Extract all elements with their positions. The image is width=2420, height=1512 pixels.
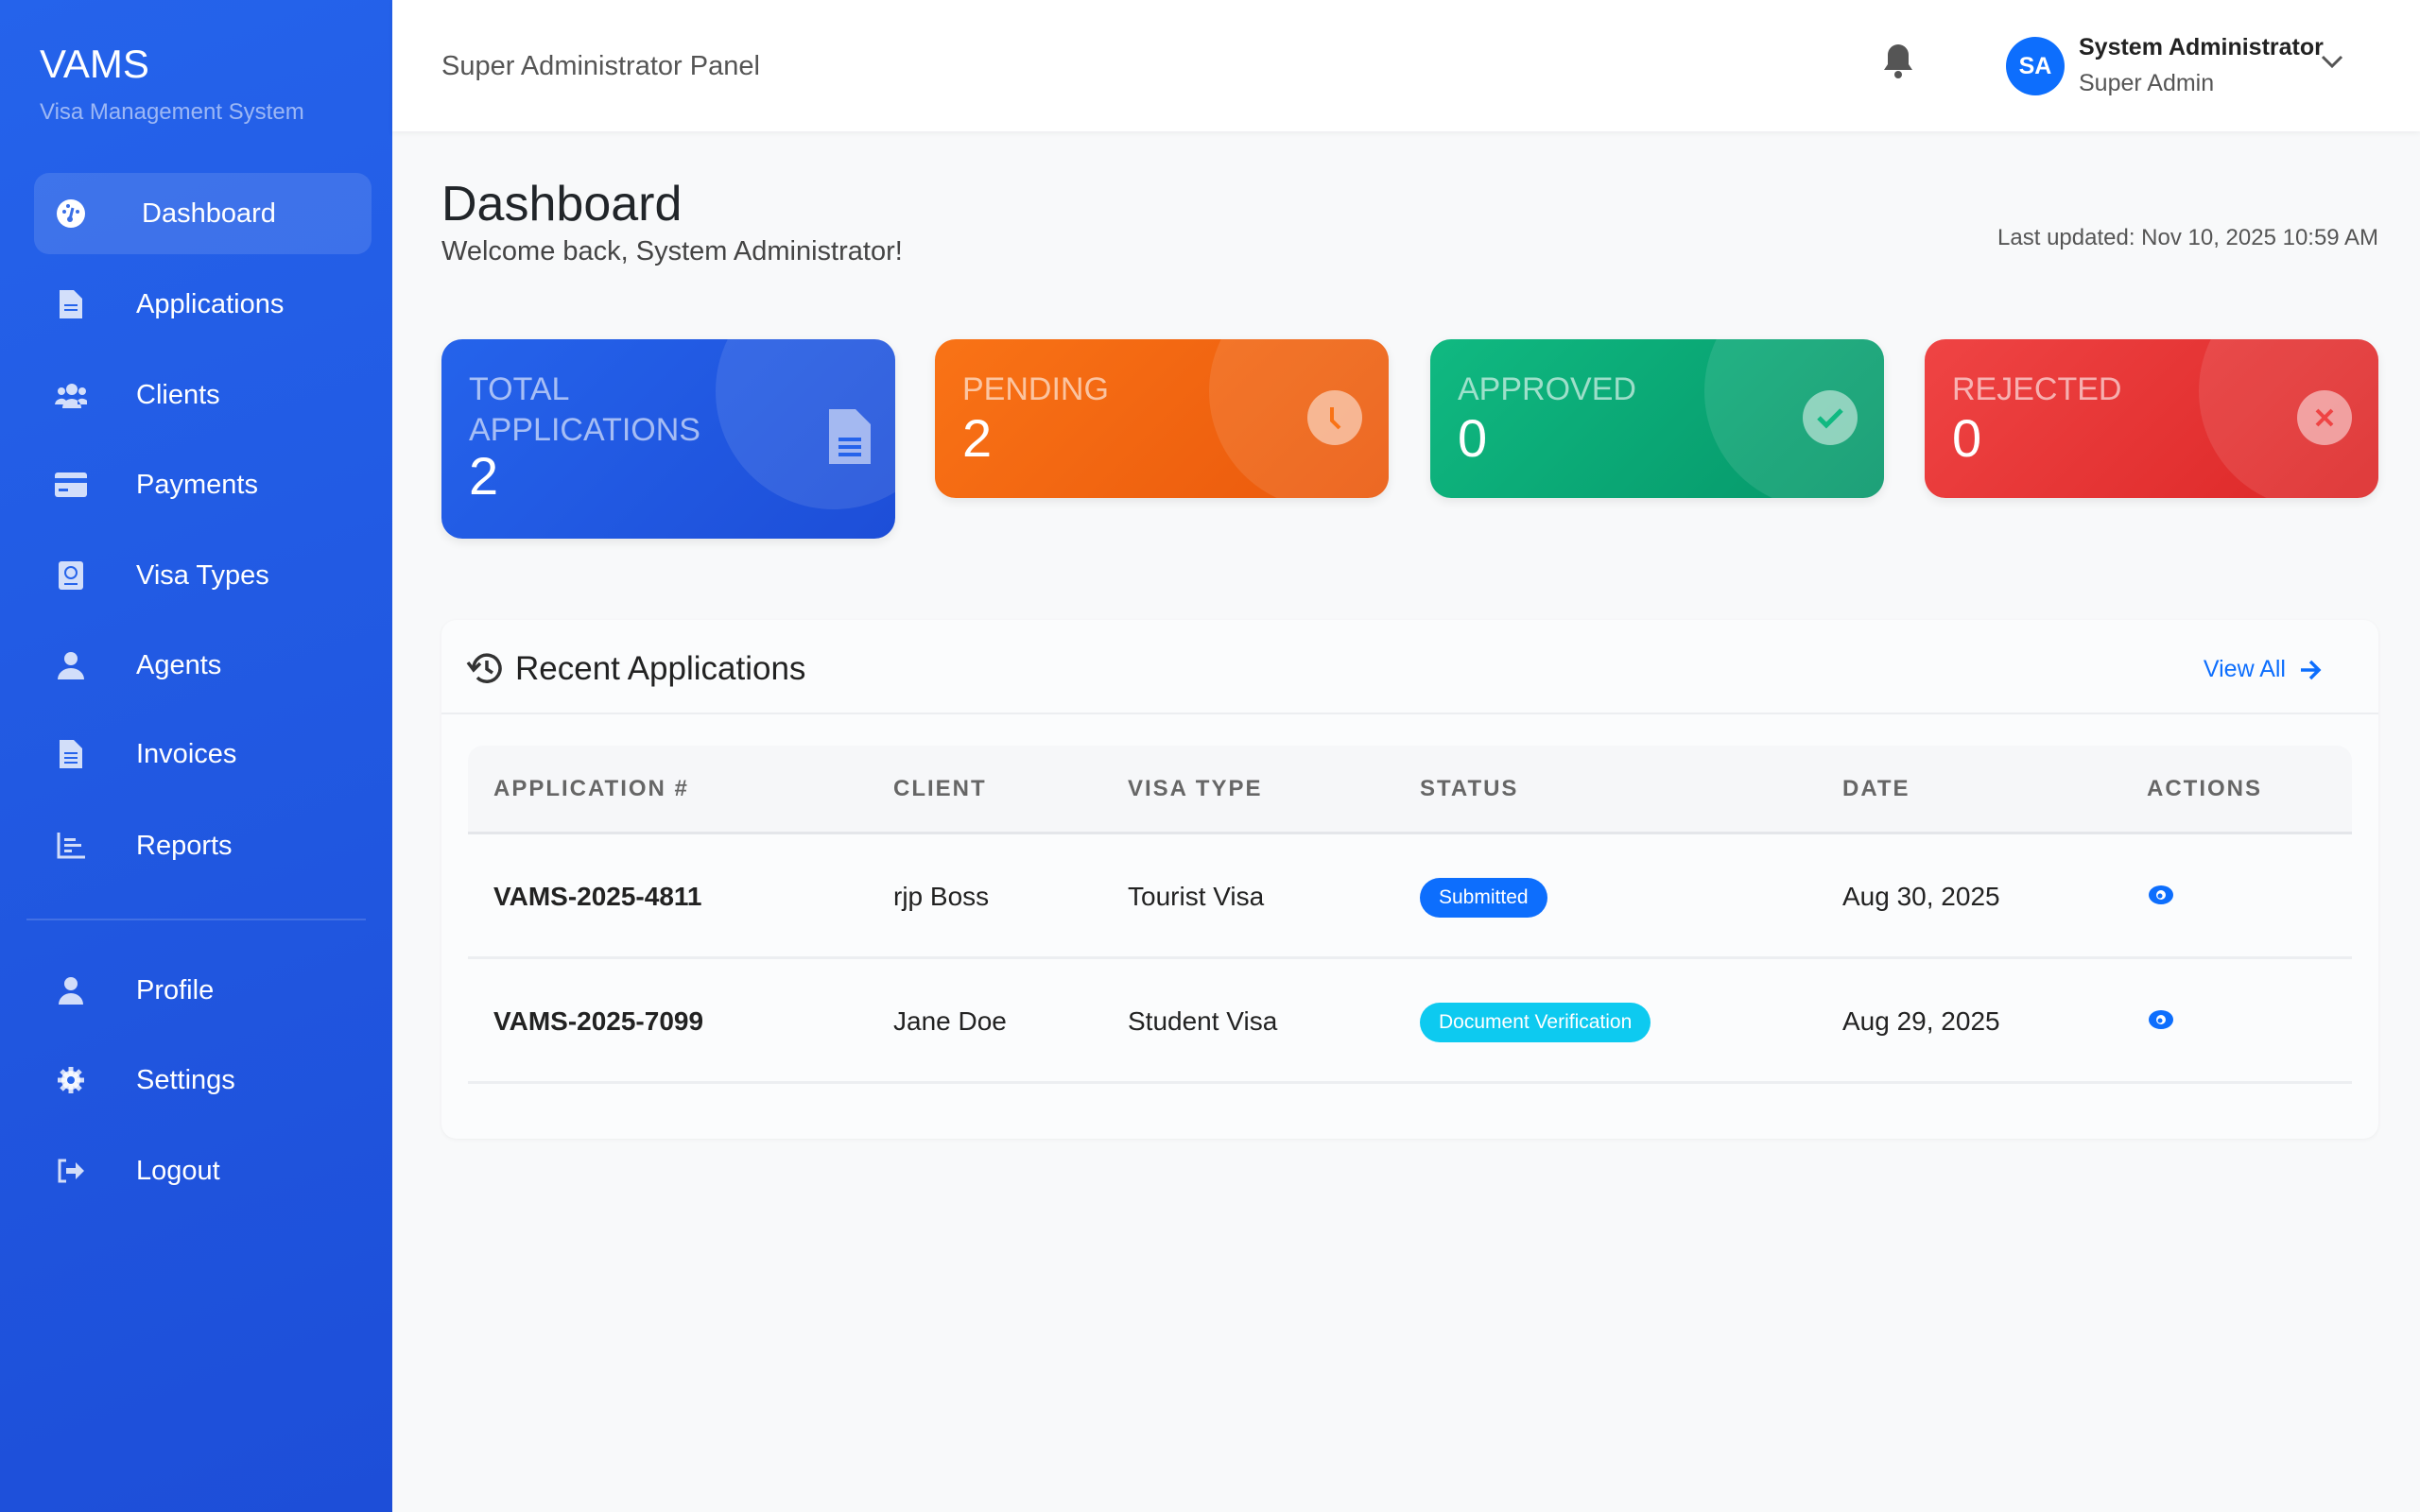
application-number[interactable]: VAMS-2025-4811 bbox=[493, 882, 702, 911]
stat-card-rejected[interactable]: REJECTED 0 bbox=[1925, 339, 2378, 498]
application-date: Aug 30, 2025 bbox=[1842, 882, 2000, 911]
page-title: Dashboard bbox=[441, 177, 683, 232]
sidebar-item-label: Agents bbox=[136, 649, 222, 680]
user-role: Super Admin bbox=[2079, 70, 2215, 96]
brand-subtitle: Visa Management System bbox=[40, 99, 304, 125]
chevron-down-icon[interactable] bbox=[2321, 55, 2343, 75]
sidebar-item-agents[interactable]: Agents bbox=[34, 625, 372, 706]
check-icon bbox=[1803, 390, 1858, 445]
application-date: Aug 29, 2025 bbox=[1842, 1006, 2000, 1036]
users-icon bbox=[55, 379, 87, 411]
welcome-message: Welcome back, System Administrator! bbox=[441, 236, 903, 266]
stat-label: APPROVED bbox=[1458, 371, 1636, 407]
sidebar-item-applications[interactable]: Applications bbox=[34, 264, 372, 345]
visa-type: Tourist Visa bbox=[1128, 882, 1265, 911]
sidebar-item-label: Clients bbox=[136, 379, 220, 410]
eye-icon[interactable] bbox=[2147, 884, 2175, 911]
gear-icon bbox=[55, 1064, 87, 1096]
sidebar-item-label: Logout bbox=[136, 1155, 220, 1186]
credit-card-icon bbox=[55, 469, 87, 501]
stat-card-approved[interactable]: APPROVED 0 bbox=[1430, 339, 1884, 498]
sidebar-item-clients[interactable]: Clients bbox=[34, 354, 372, 436]
sidebar-item-profile[interactable]: Profile bbox=[34, 950, 372, 1031]
sidebar-item-label: Reports bbox=[136, 830, 233, 861]
stat-label: PENDING bbox=[962, 371, 1109, 407]
chart-icon bbox=[55, 830, 87, 862]
avatar[interactable]: SA bbox=[2006, 37, 2065, 95]
stat-label: REJECTED bbox=[1952, 371, 2122, 407]
client-name: rjp Boss bbox=[893, 882, 990, 911]
sidebar-item-label: Invoices bbox=[136, 738, 237, 769]
client-name: Jane Doe bbox=[893, 1006, 1007, 1036]
sidebar-item-dashboard[interactable]: Dashboard bbox=[34, 173, 372, 254]
arrow-right-icon bbox=[2301, 660, 2322, 679]
table-row[interactable]: VAMS-2025-4811 rjp Boss Tourist Visa Sub… bbox=[468, 834, 2352, 959]
column-header: STATUS bbox=[1420, 776, 1519, 801]
eye-icon[interactable] bbox=[2147, 1008, 2175, 1036]
sidebar-item-label: Profile bbox=[136, 974, 215, 1005]
file-icon bbox=[55, 288, 87, 320]
column-header: APPLICATION # bbox=[493, 776, 689, 801]
view-all-label: View All bbox=[2203, 656, 2286, 682]
sidebar-item-label: Dashboard bbox=[142, 198, 276, 229]
table-header: APPLICATION # CLIENT VISA TYPE STATUS DA… bbox=[468, 746, 2352, 834]
stat-card-total[interactable]: TOTAL APPLICATIONS 2 bbox=[441, 339, 895, 539]
sidebar-item-payments[interactable]: Payments bbox=[34, 444, 372, 525]
stat-label: TOTAL APPLICATIONS bbox=[469, 371, 700, 448]
sidebar-item-label: Applications bbox=[136, 288, 285, 319]
sidebar: VAMS Visa Management System Dashboard Ap… bbox=[0, 0, 392, 1512]
top-header: Super Administrator Panel SA System Admi… bbox=[392, 0, 2420, 131]
applications-table: APPLICATION # CLIENT VISA TYPE STATUS DA… bbox=[468, 746, 2352, 1084]
stat-value: 0 bbox=[1952, 408, 1982, 468]
stat-value: 0 bbox=[1458, 408, 1488, 468]
stat-value: 2 bbox=[962, 408, 993, 468]
column-header: DATE bbox=[1842, 776, 1910, 801]
section-title: Recent Applications bbox=[515, 650, 806, 687]
recent-applications-card: Recent Applications View All APPLICATION… bbox=[441, 620, 2378, 1139]
invoice-icon bbox=[55, 738, 87, 770]
sidebar-item-logout[interactable]: Logout bbox=[34, 1130, 372, 1211]
file-icon bbox=[829, 409, 871, 469]
column-header: ACTIONS bbox=[2147, 776, 2262, 801]
sidebar-item-label: Visa Types bbox=[136, 559, 269, 591]
user-icon bbox=[55, 974, 87, 1006]
status-badge: Submitted bbox=[1420, 878, 1547, 918]
application-number[interactable]: VAMS-2025-7099 bbox=[493, 1006, 704, 1036]
dashboard-icon bbox=[55, 198, 87, 230]
agent-icon bbox=[55, 649, 87, 681]
sidebar-item-invoices[interactable]: Invoices bbox=[34, 713, 372, 795]
x-icon bbox=[2297, 390, 2352, 445]
sidebar-item-label: Payments bbox=[136, 469, 258, 500]
logout-icon bbox=[55, 1155, 87, 1187]
stat-value: 2 bbox=[469, 446, 499, 506]
column-header: VISA TYPE bbox=[1128, 776, 1263, 801]
visa-type: Student Visa bbox=[1128, 1006, 1278, 1036]
panel-title: Super Administrator Panel bbox=[441, 51, 760, 81]
user-name[interactable]: System Administrator bbox=[2079, 34, 2324, 60]
status-badge: Document Verification bbox=[1420, 1003, 1651, 1042]
last-updated: Last updated: Nov 10, 2025 10:59 AM bbox=[1997, 225, 2378, 250]
stat-card-pending[interactable]: PENDING 2 bbox=[935, 339, 1389, 498]
column-header: CLIENT bbox=[893, 776, 987, 801]
sidebar-divider bbox=[26, 919, 366, 920]
sidebar-item-visa-types[interactable]: Visa Types bbox=[34, 535, 372, 616]
history-icon bbox=[466, 650, 504, 691]
brand-logo: VAMS bbox=[40, 42, 149, 86]
sidebar-item-label: Settings bbox=[136, 1064, 235, 1095]
table-row[interactable]: VAMS-2025-7099 Jane Doe Student Visa Doc… bbox=[468, 959, 2352, 1084]
sidebar-item-reports[interactable]: Reports bbox=[34, 805, 372, 886]
sidebar-item-settings[interactable]: Settings bbox=[34, 1040, 372, 1121]
view-all-link[interactable]: View All bbox=[2204, 656, 2322, 683]
clock-icon bbox=[1307, 390, 1362, 445]
passport-icon bbox=[55, 559, 87, 592]
bell-icon[interactable] bbox=[1882, 42, 1914, 84]
